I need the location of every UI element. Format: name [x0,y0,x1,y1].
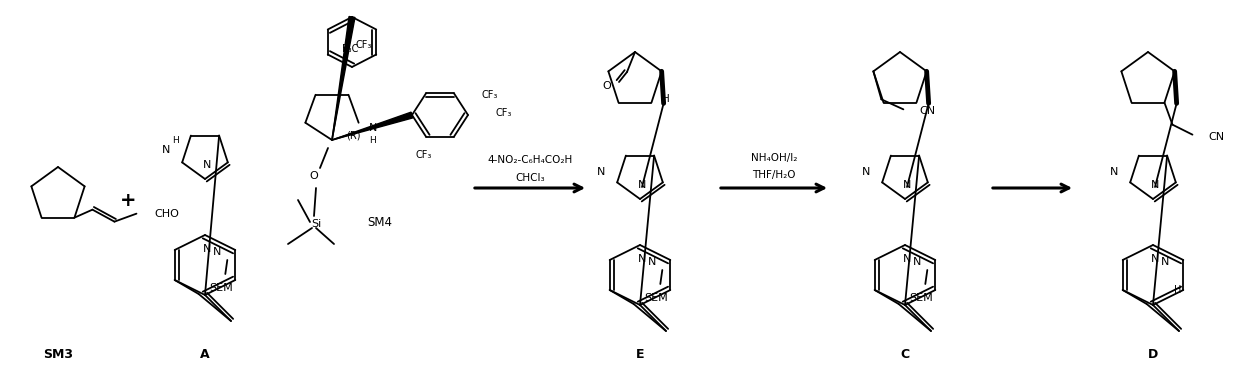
Text: N: N [162,146,170,155]
Text: CF₃: CF₃ [496,108,512,118]
Text: N: N [1110,167,1118,177]
Text: N: N [1151,254,1159,264]
Text: SEM: SEM [909,293,934,303]
Text: CHO: CHO [155,209,180,219]
Text: N: N [1151,180,1159,190]
Text: N: N [913,257,921,267]
Text: N: N [1161,257,1169,267]
Text: H: H [662,94,670,104]
Text: CN: CN [1209,132,1225,142]
Text: H: H [1173,285,1180,295]
Text: N: N [213,247,222,257]
Text: N: N [903,180,911,190]
Text: SM3: SM3 [43,349,73,361]
Text: CF₃: CF₃ [482,90,498,100]
Text: E: E [636,349,645,361]
Text: N: N [203,244,211,254]
Text: NH₄OH/I₂: NH₄OH/I₂ [750,153,797,163]
Text: H: H [368,136,376,145]
Text: +: + [120,191,136,209]
Text: Si: Si [311,219,321,229]
Text: D: D [1148,349,1158,361]
Text: CF₃: CF₃ [415,150,433,160]
Text: N: N [637,254,646,264]
Text: O: O [603,81,611,91]
Text: SEM: SEM [210,283,233,293]
Text: (R): (R) [346,130,361,140]
Text: CF₃: CF₃ [356,39,372,50]
Text: O: O [310,171,319,181]
Text: THF/H₂O: THF/H₂O [753,170,796,180]
Polygon shape [332,17,355,140]
Text: N: N [649,257,656,267]
Text: CHCl₃: CHCl₃ [515,173,544,183]
Text: N: N [637,180,646,190]
Polygon shape [332,112,413,140]
Text: F₃C: F₃C [342,44,358,54]
Text: N: N [596,167,605,177]
Text: N: N [862,167,870,177]
Text: CN: CN [919,106,935,116]
Text: N: N [368,123,377,133]
Text: SM4: SM4 [367,215,393,229]
Text: A: A [200,349,210,361]
Text: N: N [903,254,911,264]
Text: 4-NO₂-C₆H₄CO₂H: 4-NO₂-C₆H₄CO₂H [487,155,573,165]
Text: SEM: SEM [645,293,668,303]
Text: C: C [900,349,910,361]
Text: N: N [203,160,211,170]
Text: H: H [172,136,179,145]
